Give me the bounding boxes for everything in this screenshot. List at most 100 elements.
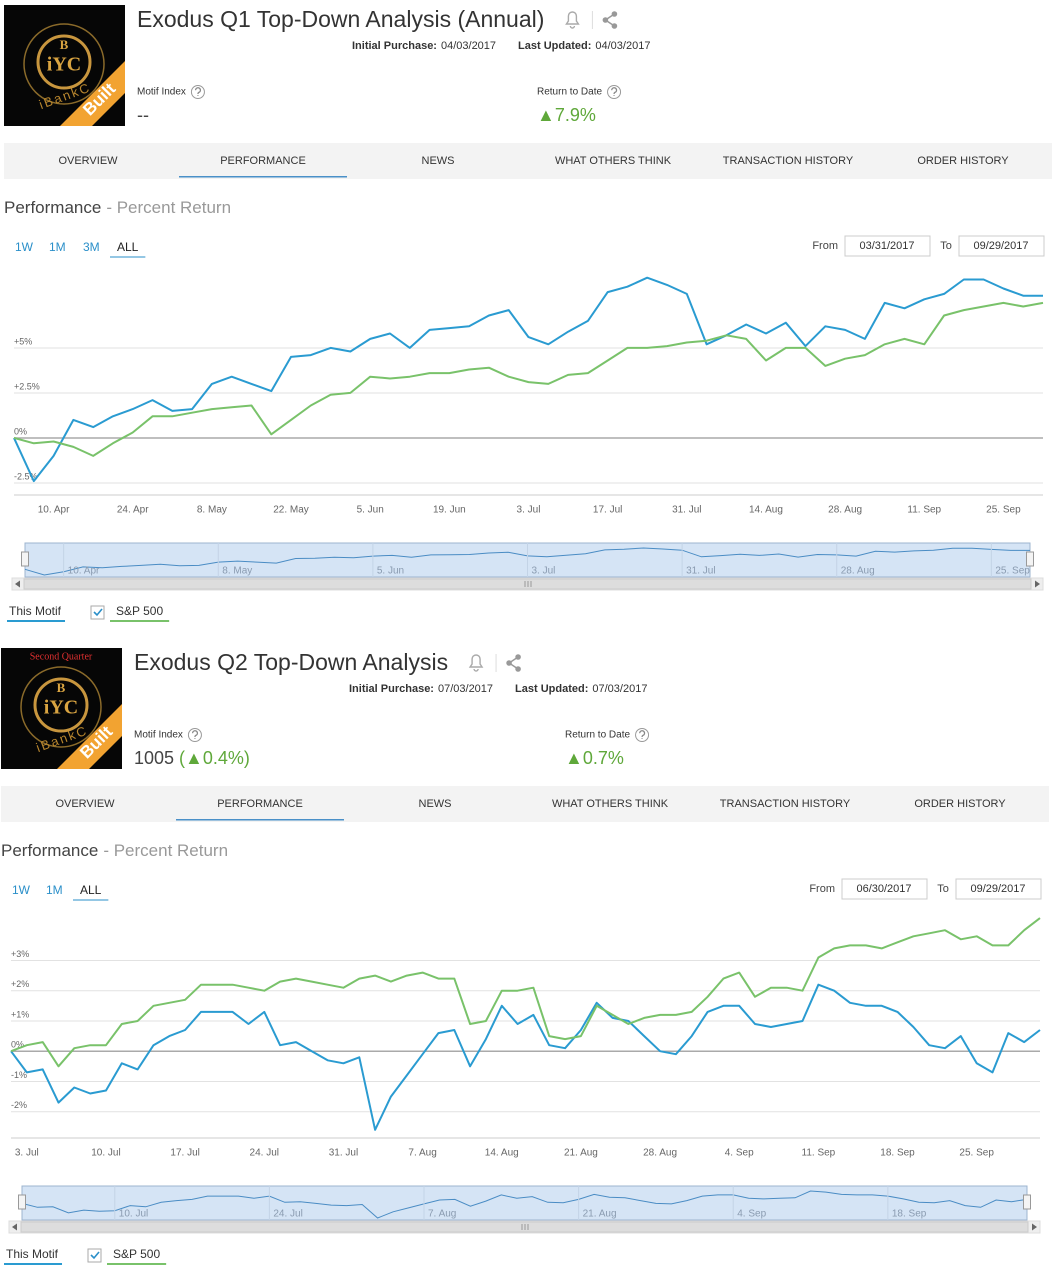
tab[interactable]: WHAT OTHERS THINK — [555, 155, 672, 167]
tab[interactable]: ORDER HISTORY — [914, 798, 1006, 810]
from-label: From — [812, 240, 838, 252]
legend-entry[interactable]: This Motif — [6, 1247, 59, 1261]
tab[interactable]: OVERVIEW — [55, 798, 115, 810]
x-tick-label: 25. Sep — [959, 1148, 994, 1159]
y-tick-label: -2% — [11, 1100, 27, 1110]
x-tick-label: 10. Jul — [91, 1148, 120, 1159]
share-dot — [611, 11, 618, 17]
range-button[interactable]: 3M — [83, 240, 100, 254]
bell-icon[interactable] — [565, 11, 580, 29]
tab[interactable]: TRANSACTION HISTORY — [723, 155, 854, 167]
bell-icon[interactable] — [468, 654, 484, 672]
last-updated-label: Last Updated: — [515, 683, 588, 695]
legend-entry[interactable]: S&P 500 — [116, 604, 163, 618]
tab[interactable]: WHAT OTHERS THINK — [552, 798, 669, 810]
logo-letter-top: B — [57, 680, 66, 695]
x-tick-label: 28. Aug — [643, 1148, 677, 1159]
help-icon[interactable] — [607, 85, 622, 99]
tab[interactable]: NEWS — [419, 798, 452, 810]
range-button[interactable]: 1W — [12, 883, 31, 897]
x-tick-label: 31. Jul — [672, 505, 701, 516]
range-button[interactable]: ALL — [117, 240, 139, 254]
y-tick-label: +2.5% — [14, 381, 40, 391]
scroll-arrow-left[interactable] — [15, 580, 20, 588]
share-dot — [515, 654, 521, 660]
x-tick-label: 8. May — [197, 505, 227, 516]
share-icon[interactable] — [506, 654, 521, 672]
scroll-arrow-right[interactable] — [1032, 1223, 1037, 1231]
active-tab-underline — [176, 819, 344, 821]
logo-ring-inner — [33, 677, 89, 733]
navigator-label: 5. Jun — [377, 566, 404, 577]
tab[interactable]: PERFORMANCE — [217, 798, 303, 810]
help-icon[interactable] — [190, 85, 205, 99]
motif-title: Exodus Q2 Top-Down Analysis — [134, 649, 448, 675]
tab-bar — [4, 143, 1052, 179]
motif-index-number: -- — [137, 105, 149, 125]
y-tick-label: -2.5% — [14, 471, 38, 481]
to-input[interactable] — [955, 878, 1042, 900]
share-dot — [602, 17, 609, 23]
to-input[interactable] — [958, 235, 1045, 257]
tab[interactable]: NEWS — [422, 155, 455, 167]
from-input[interactable] — [841, 878, 928, 900]
last-updated-label: Last Updated: — [518, 40, 591, 52]
range-button[interactable]: 1W — [15, 240, 34, 254]
purchase-info: Initial Purchase: 07/03/2017 Last Updated:… — [349, 683, 647, 695]
navigator-label: 10. Apr — [68, 566, 100, 577]
logo-letter-top: B — [60, 37, 69, 52]
x-tick-label: 5. Jun — [357, 505, 384, 516]
bell-shape — [565, 11, 580, 29]
y-tick-label: +2% — [11, 979, 29, 989]
scroll-arrow-right[interactable] — [1035, 580, 1040, 588]
help-icon[interactable] — [187, 728, 202, 742]
x-tick-label: 7. Aug — [408, 1148, 436, 1159]
x-tick-label: 3. Jul — [15, 1148, 39, 1159]
performance-title: Performance — [1, 841, 98, 860]
range-button[interactable]: ALL — [80, 883, 102, 897]
tab[interactable]: TRANSACTION HISTORY — [720, 798, 851, 810]
navigator-window — [21, 1185, 1028, 1221]
y-tick-label: +5% — [14, 336, 32, 346]
range-button[interactable]: 1M — [49, 240, 66, 254]
from-label: From — [809, 883, 835, 895]
tab[interactable]: OVERVIEW — [58, 155, 118, 167]
range-button[interactable]: 1M — [46, 883, 63, 897]
navigator-handle[interactable] — [1026, 551, 1034, 567]
help-circle — [187, 728, 202, 742]
navigator-label: 4. Sep — [737, 1209, 766, 1220]
navigator-label: 31. Jul — [686, 566, 715, 577]
series-line — [13, 301, 1044, 457]
motif-index-number: 1005 — [134, 748, 174, 768]
motif-index-value: 1005 (▲0.4%) — [134, 748, 250, 768]
logo-ring-inner — [36, 34, 92, 90]
motif-index-value: -- — [137, 105, 149, 125]
navigator-handle[interactable] — [1023, 1194, 1031, 1210]
x-tick-label: 31. Jul — [329, 1148, 358, 1159]
help-circle — [190, 85, 205, 99]
share-icon[interactable] — [602, 11, 618, 29]
x-tick-label: 11. Sep — [802, 1148, 836, 1159]
legend-entry[interactable]: This Motif — [9, 604, 62, 618]
navigator-label: 8. May — [222, 566, 252, 577]
x-tick-label: 28. Aug — [828, 505, 862, 516]
navigator-handle[interactable] — [18, 1194, 26, 1210]
tab[interactable]: ORDER HISTORY — [917, 155, 1009, 167]
from-input[interactable] — [844, 235, 931, 257]
navigator-handle[interactable] — [21, 551, 29, 567]
legend-checkbox[interactable] — [87, 1248, 102, 1263]
y-tick-label: 0% — [11, 1040, 24, 1050]
performance-heading: Performance - Percent Return — [1, 841, 228, 860]
x-tick-label: 24. Apr — [117, 505, 149, 516]
legend-checkbox[interactable] — [90, 605, 105, 620]
scroll-arrow-left[interactable] — [12, 1223, 17, 1231]
logo-ring — [20, 666, 102, 748]
legend-entry[interactable]: S&P 500 — [113, 1247, 160, 1261]
help-circle — [635, 728, 650, 742]
tab[interactable]: PERFORMANCE — [220, 155, 306, 167]
help-icon[interactable] — [635, 728, 650, 742]
legend-check — [90, 1251, 100, 1260]
